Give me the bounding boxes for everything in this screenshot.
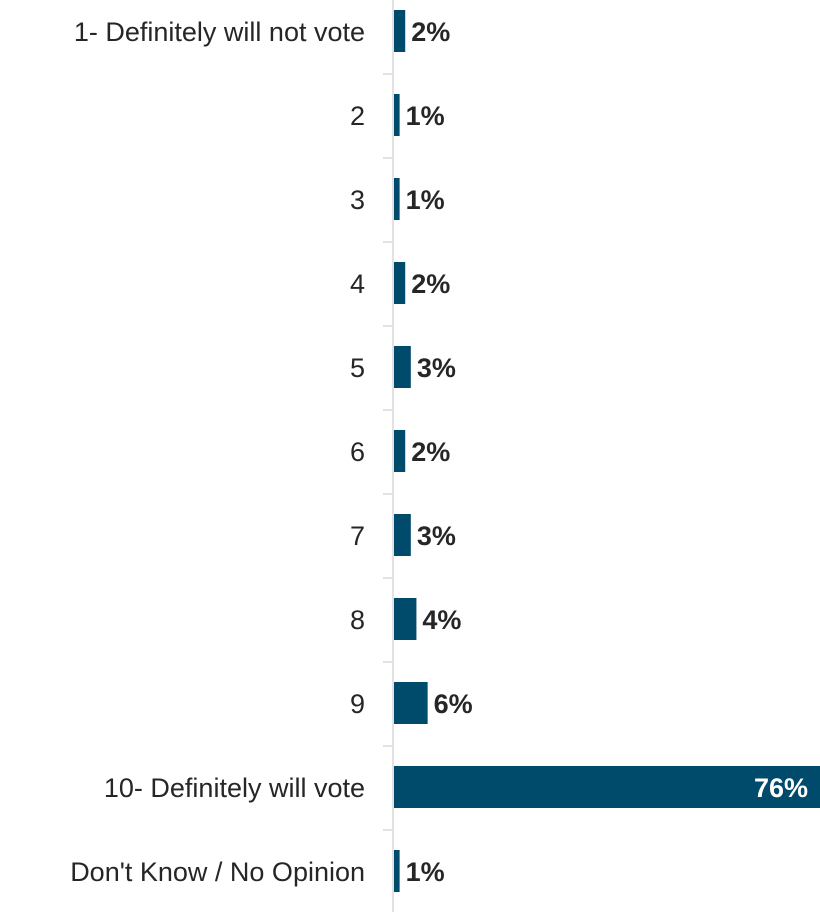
category-label: 3 xyxy=(350,185,365,215)
label-layer: 1- Definitely will not vote 2% 2 1% 3 1% 4 2% 5 3… xyxy=(70,17,808,887)
category-label: 9 xyxy=(350,689,365,719)
data-label: 2% xyxy=(411,437,450,467)
bar xyxy=(394,178,400,220)
category-label: 8 xyxy=(350,605,365,635)
bar xyxy=(394,682,428,724)
data-label: 4% xyxy=(422,605,461,635)
axis-layer xyxy=(383,0,394,912)
data-label: 3% xyxy=(417,353,456,383)
bar xyxy=(394,94,400,136)
bar xyxy=(394,598,417,640)
bar xyxy=(394,850,400,892)
category-label: 10- Definitely will vote xyxy=(104,773,365,803)
category-label: 1- Definitely will not vote xyxy=(74,17,365,47)
bar xyxy=(394,262,406,304)
category-label: 2 xyxy=(350,101,365,131)
data-label: 1% xyxy=(406,185,445,215)
bar xyxy=(394,10,406,52)
data-label: 1% xyxy=(406,101,445,131)
data-label: 2% xyxy=(411,269,450,299)
category-label: Don't Know / No Opinion xyxy=(70,857,365,887)
bar-layer xyxy=(394,10,820,892)
bar xyxy=(394,430,406,472)
category-label: 6 xyxy=(350,437,365,467)
bar xyxy=(394,346,411,388)
data-label: 3% xyxy=(417,521,456,551)
bar xyxy=(394,766,820,808)
data-label: 76% xyxy=(754,773,808,803)
category-label: 5 xyxy=(350,353,365,383)
category-label: 4 xyxy=(350,269,365,299)
data-label: 6% xyxy=(434,689,473,719)
data-label: 2% xyxy=(411,17,450,47)
data-label: 1% xyxy=(406,857,445,887)
bar xyxy=(394,514,411,556)
category-label: 7 xyxy=(350,521,365,551)
